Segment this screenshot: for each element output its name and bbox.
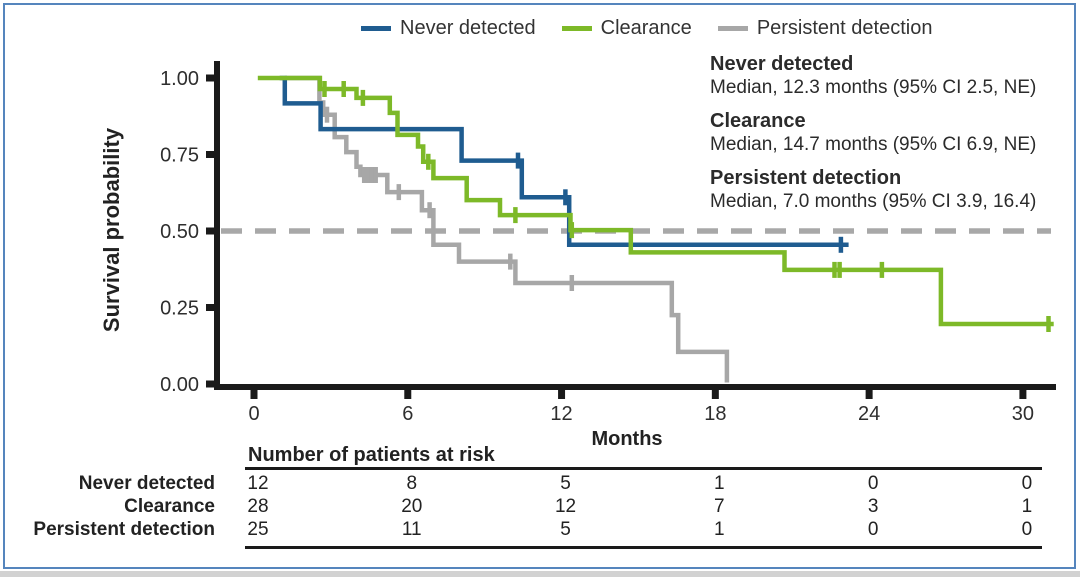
legend-swatch-never-detected: [361, 26, 391, 31]
svg-text:24: 24: [858, 403, 880, 425]
risk-value: 25: [247, 519, 269, 540]
svg-text:1.00: 1.00: [160, 68, 199, 90]
legend-swatch-persistent-detection: [717, 26, 748, 31]
svg-text:6: 6: [402, 403, 413, 425]
risk-value: 1: [1021, 496, 1033, 517]
legend-item-clearance: Clearance: [561, 17, 692, 40]
risk-table-top-rule: [245, 467, 1042, 470]
risk-row-label: Clearance: [124, 496, 215, 517]
annotation-title: Clearance: [710, 110, 806, 132]
risk-value: 5: [560, 519, 571, 540]
svg-text:0.25: 0.25: [160, 298, 199, 320]
km-plot-area: 1.00 0.75 0.50 0.25 0.00 0 6 12 18 24 30: [5, 5, 1078, 571]
legend-label-clearance: Clearance: [600, 17, 692, 39]
risk-value: 0: [1021, 519, 1033, 540]
risk-value: 1: [714, 473, 725, 494]
annotation-never-detected: Never detected Median, 12.3 months (95% …: [710, 53, 1075, 99]
annotation-clearance: Clearance Median, 14.7 months (95% CI 6.…: [710, 110, 1075, 156]
legend-label-never-detected: Never detected: [400, 17, 536, 39]
median-annotations: Never detected Median, 12.3 months (95% …: [710, 53, 1075, 224]
km-figure-frame: 1.00 0.75 0.50 0.25 0.00 0 6 12 18 24 30 Never det…: [3, 3, 1076, 569]
annotation-persistent-detection: Persistent detection Median, 7.0 months …: [710, 167, 1075, 213]
svg-text:0: 0: [248, 403, 259, 425]
annotation-median-text: Median, 12.3 months (95% CI 2.5, NE): [710, 77, 1037, 98]
svg-text:0.75: 0.75: [160, 145, 199, 167]
svg-text:0.50: 0.50: [160, 221, 199, 243]
svg-text:30: 30: [1012, 403, 1034, 425]
x-axis-label: Months: [591, 428, 663, 450]
risk-value: 28: [247, 496, 269, 517]
risk-value: 5: [560, 473, 571, 494]
annotation-title: Persistent detection: [710, 167, 902, 189]
risk-value: 0: [867, 519, 879, 540]
risk-value: 7: [714, 496, 725, 517]
legend-swatch-clearance: [561, 26, 592, 31]
svg-text:18: 18: [704, 403, 726, 425]
risk-value: 1: [714, 519, 725, 540]
legend-item-never-detected: Never detected: [361, 17, 536, 40]
svg-text:0.00: 0.00: [160, 374, 199, 396]
risk-value: 8: [406, 473, 418, 494]
risk-value: 3: [867, 496, 879, 517]
legend-item-persistent-detection: Persistent detection: [717, 17, 933, 40]
legend: Never detected Clearance Persistent dete…: [361, 17, 932, 40]
risk-table-header: Number of patients at risk: [248, 444, 495, 466]
risk-value: 12: [247, 473, 269, 494]
risk-row-label: Never detected: [78, 473, 215, 494]
annotation-median-text: Median, 7.0 months (95% CI 3.9, 16.4): [710, 191, 1037, 212]
svg-text:12: 12: [550, 403, 572, 425]
km-plot-svg: 1.00 0.75 0.50 0.25 0.00 0 6 12 18 24 30: [160, 61, 1056, 425]
annotation-median-text: Median, 14.7 months (95% CI 6.9, NE): [710, 134, 1037, 155]
risk-value: 0: [867, 473, 879, 494]
legend-label-persistent-detection: Persistent detection: [756, 17, 933, 39]
annotation-title: Never detected: [710, 53, 854, 75]
page-background-strip: [0, 571, 1080, 577]
risk-value: 12: [554, 496, 577, 517]
risk-value: 0: [1021, 473, 1033, 494]
risk-value: 11: [401, 519, 422, 540]
risk-row-label: Persistent detection: [33, 519, 215, 540]
y-axis-label: Survival probability: [99, 127, 124, 333]
risk-table-bottom-rule: [245, 546, 1042, 549]
risk-value: 20: [401, 496, 423, 517]
